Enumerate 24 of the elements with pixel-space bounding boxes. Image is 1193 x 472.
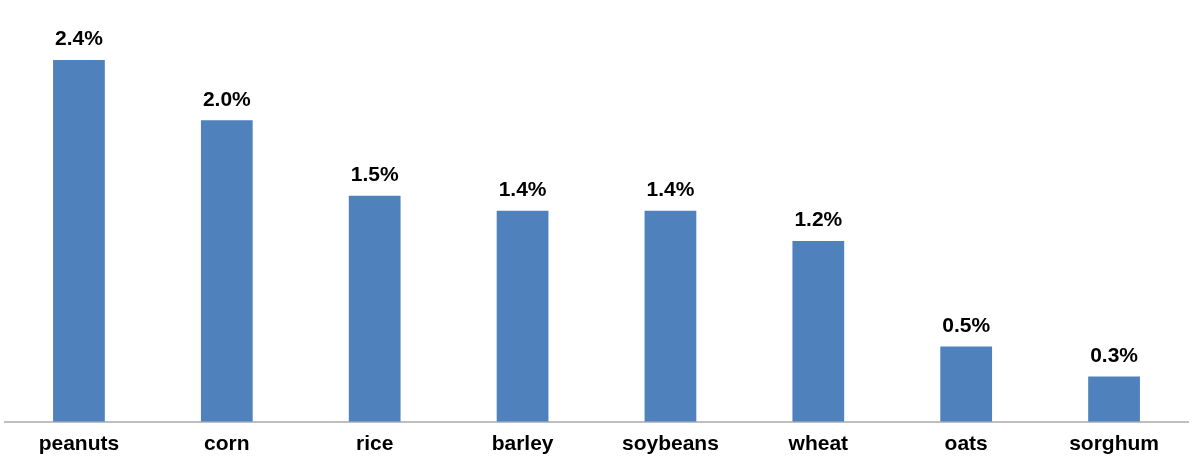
- data-label: 1.2%: [794, 207, 843, 231]
- x-tick-label: sorghum: [1069, 431, 1159, 455]
- data-label: 1.4%: [646, 177, 695, 201]
- data-label: 1.5%: [350, 162, 399, 186]
- x-tick-label: peanuts: [38, 431, 120, 455]
- x-tick-label: oats: [944, 431, 988, 455]
- data-label: 0.5%: [942, 312, 991, 336]
- bar: [792, 240, 845, 422]
- bar: [348, 195, 401, 422]
- bar: [940, 346, 993, 422]
- bar: [1088, 376, 1140, 422]
- x-tick-label: soybeans: [621, 431, 719, 455]
- x-tick-label: wheat: [787, 431, 849, 455]
- data-label: 1.4%: [498, 177, 547, 201]
- bar: [200, 120, 253, 422]
- bar: [53, 60, 105, 422]
- x-tick-label: corn: [204, 431, 250, 455]
- data-label: 0.3%: [1090, 342, 1139, 366]
- x-tick-label: rice: [356, 431, 394, 455]
- data-label: 2.0%: [202, 86, 252, 110]
- bar: [496, 210, 549, 422]
- data-label: 2.4%: [55, 26, 104, 50]
- x-tick-label: barley: [491, 431, 554, 455]
- bar: [644, 210, 697, 422]
